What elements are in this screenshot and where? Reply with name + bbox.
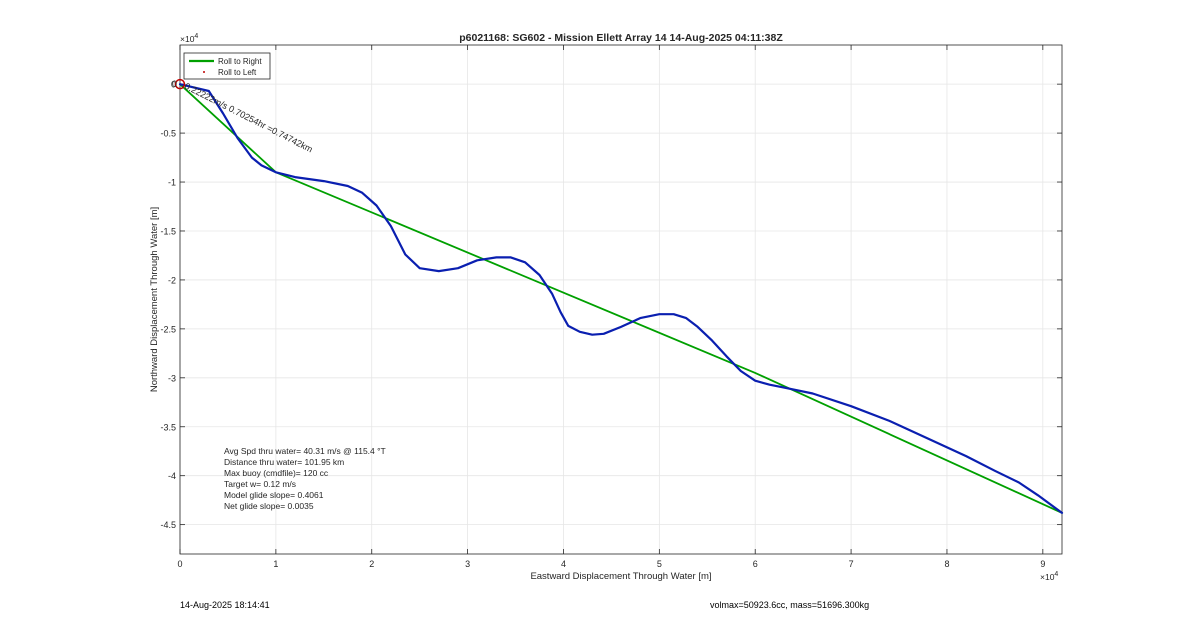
x-tick-label: 6 — [753, 559, 758, 569]
footer-timestamp: 14-Aug-2025 18:14:41 — [180, 600, 270, 610]
x-tick-label: 9 — [1040, 559, 1045, 569]
y-tick-label: -3 — [168, 373, 176, 383]
x-axis-label: Eastward Displacement Through Water [m] — [530, 571, 711, 582]
y-axis-label: Northward Displacement Through Water [m] — [149, 207, 160, 392]
stats-line: Avg Spd thru water= 40.31 m/s @ 115.4 °T — [224, 446, 386, 456]
y-tick-label: -1 — [168, 178, 176, 188]
x-tick-label: 4 — [561, 559, 566, 569]
x-tick-label: 3 — [465, 559, 470, 569]
annotations: 0 0.22222m/s 0.70254hr =0.74742km Avg Spd … — [172, 78, 386, 511]
series-line-roll-to-right — [179, 83, 1063, 514]
start-marker-label: 0 — [172, 79, 177, 89]
legend-label-roll-to-right: Roll to Right — [218, 57, 262, 66]
legend-swatch-roll-to-left — [203, 71, 205, 73]
chart-title: p6021168: SG602 - Mission Ellett Array 1… — [459, 32, 783, 44]
y-tick-label: -1.5 — [160, 226, 176, 236]
stats-line: Max buoy (cmdfile)= 120 cc — [224, 468, 329, 478]
y-tick-label: -2.5 — [160, 324, 176, 334]
legend-label-roll-to-left: Roll to Left — [218, 68, 257, 77]
x-tick-label: 0 — [177, 559, 182, 569]
grid — [179, 45, 1062, 554]
stats-line: Target w= 0.12 m/s — [224, 479, 296, 489]
ticks: 0 1 2 3 4 5 6 7 8 9 0 -0.5 -1 -1.5 -2 -2.5 -3 -3.5 -4 -4.5 — [160, 45, 1062, 569]
x-tick-label: 7 — [849, 559, 854, 569]
stats-line: Model glide slope= 0.4061 — [224, 490, 324, 500]
footer-volmax-mass: volmax=50923.6cc, mass=51696.300kg — [710, 600, 870, 610]
x-tick-label: 1 — [273, 559, 278, 569]
stats-line: Net glide slope= 0.0035 — [224, 501, 314, 511]
series-group — [178, 83, 1064, 515]
stats-line: Distance thru water= 101.95 km — [224, 457, 344, 467]
track-annotation: 0.22222m/s 0.70254hr =0.74742km — [183, 81, 314, 155]
y-tick-label: 0 — [171, 80, 176, 90]
legend-box — [183, 52, 271, 80]
plot-frame — [179, 44, 1063, 555]
x-tick-label: 8 — [944, 559, 949, 569]
y-tick-label: -4.5 — [160, 520, 176, 530]
y-tick-label: -0.5 — [160, 129, 176, 139]
start-marker — [174, 78, 186, 90]
x-tick-label: 5 — [657, 559, 662, 569]
y-exponent-label: ×104 — [180, 33, 198, 44]
y-tick-label: -2 — [168, 275, 176, 285]
series-line-track — [178, 83, 1064, 515]
x-exponent-label: ×104 — [1040, 571, 1058, 582]
y-tick-label: -4 — [168, 471, 176, 481]
x-tick-label: 2 — [369, 559, 374, 569]
legend: Roll to Right Roll to Left — [183, 52, 271, 80]
y-tick-label: -3.5 — [160, 422, 176, 432]
